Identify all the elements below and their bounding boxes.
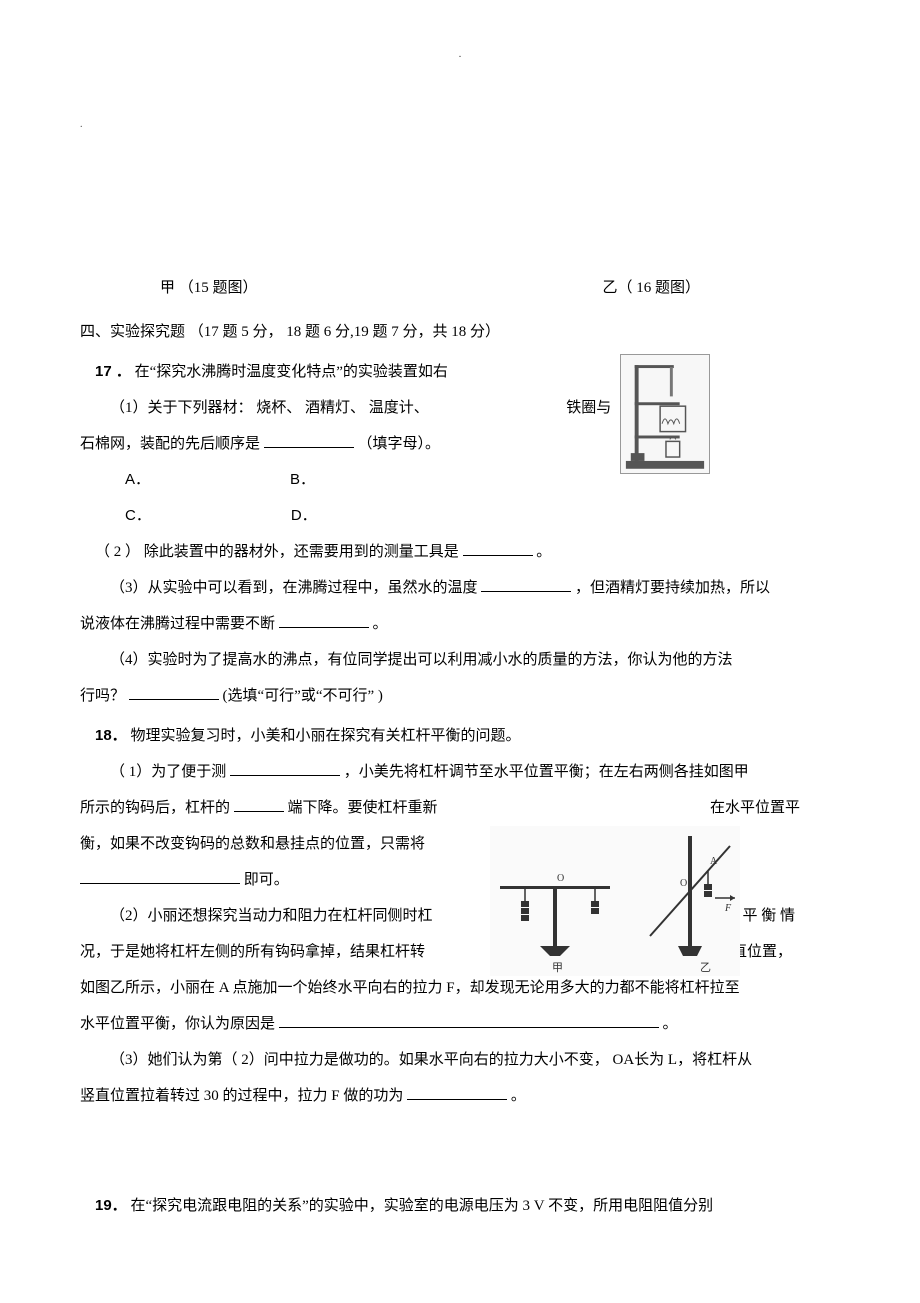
q17-number: 17 ．: [95, 363, 131, 380]
svg-text:O: O: [680, 878, 687, 889]
question-18: O 甲 O A F 乙: [80, 718, 840, 1114]
caption-left: 甲 （15 题图）: [160, 270, 258, 306]
q18-lever-figure: O 甲 O A F 乙: [490, 826, 740, 976]
figure-captions: 甲 （15 题图） 乙（ 16 题图）: [80, 270, 840, 306]
q18-number: 18．: [95, 727, 127, 744]
q17-p2-end: 。: [536, 544, 551, 560]
q17-option-d: D．: [291, 498, 317, 534]
q19-text: 在“探究电流跟电阻的关系”的实验中，实验室的电源电压为 3 V 不变，所用电阻阻…: [130, 1198, 713, 1214]
q17-p3c: 说液体在沸腾过程中需要不断: [80, 616, 279, 632]
q18-p2e: 如图乙所示，小丽在 A 点施加一个始终水平向右的拉力 F，却发现无论用多大的力都…: [80, 980, 740, 996]
q17-line2b: 铁圈与: [566, 400, 611, 416]
q18-intro: 物理实验复习时，小美和小丽在探究有关杠杆平衡的问题。: [130, 728, 520, 744]
q18-blank-work: [407, 1085, 507, 1100]
q17-option-b: B．: [290, 462, 315, 498]
q18-p3b: 竖直位置拉着转过 30 的过程中，拉力 F 做的功为: [80, 1088, 403, 1104]
q17-line3: 石棉网，装配的先后顺序是: [80, 436, 264, 452]
q19-number: 19．: [95, 1197, 127, 1214]
q18-blank-adjust: [80, 869, 240, 884]
page-mark: .: [80, 120, 840, 130]
q17-p4c: (选填“可行”或“不可行” ): [223, 688, 383, 704]
q18-p3a: （3）她们认为第（ 2）问中拉力是做功的。如果水平向右的拉力大小不变， OA长为…: [110, 1052, 752, 1068]
q17-p2: （ 2 ） 除此装置中的器材外，还需要用到的测量工具是: [95, 544, 463, 560]
section-4-header: 四、实验探究题 （17 题 5 分， 18 题 6 分,19 题 7 分，共 1…: [80, 314, 840, 350]
q17-option-a: A．: [125, 462, 150, 498]
q17-p3b: ，但酒精灯要持续加热，所以: [575, 580, 770, 596]
question-17: 17 ． 在“探究水沸腾时温度变化特点”的实验装置如右 图所示。 （1）关于下列…: [80, 354, 840, 714]
q17-options-row1: A． B．: [80, 462, 840, 498]
q18-p1e: 在水平位置平: [710, 800, 800, 816]
q18-p2a: （2）小丽还想探究当动力和阻力在杠杆同侧时杠: [110, 908, 433, 924]
q18-p1b: ，小美先将杠杆调节至水平位置平衡；在左右两侧各挂如图甲: [344, 764, 749, 780]
q18-p2f: 水平位置平衡，你认为原因是: [80, 1016, 279, 1032]
svg-text:乙: 乙: [700, 961, 711, 974]
q18-p1a: （ 1）为了便于测: [110, 764, 230, 780]
q17-blank-temp: [481, 577, 571, 592]
q17-apparatus-figure: [620, 354, 710, 474]
q17-options-row2: C． D．: [80, 498, 840, 534]
svg-text:甲: 甲: [552, 962, 563, 974]
q18-p1c: 所示的钩码后，杠杆的: [80, 800, 234, 816]
q18-p1d: 端下降。要使杠杆重新: [288, 800, 438, 816]
svg-text:F: F: [724, 903, 732, 914]
q17-line1a: 在“探究水沸腾时温度变化特点”的实验装置如右: [135, 364, 448, 380]
q17-p4a: （4）实验时为了提高水的沸点，有位同学提出可以利用减小水的质量的方法，你认为他的…: [110, 652, 733, 668]
q17-blank-order: [264, 433, 354, 448]
q17-option-c: C．: [125, 498, 151, 534]
q18-p1g: 即可。: [244, 872, 289, 888]
q17-p4b: 行吗？: [80, 688, 129, 704]
q17-line2a: （1）关于下列器材： 烧杯、 酒精灯、 温度计、: [110, 400, 429, 416]
q18-blank-side: [234, 797, 284, 812]
q17-blank-feasible: [129, 685, 219, 700]
page-header-dot: .: [80, 50, 840, 60]
q17-p3a: （3）从实验中可以看到，在沸腾过程中，虽然水的温度: [110, 580, 481, 596]
question-19: 19． 在“探究电流跟电阻的关系”的实验中，实验室的电源电压为 3 V 不变，所…: [80, 1188, 840, 1224]
q17-line3-fill: （填字母）。: [358, 436, 441, 452]
svg-text:O: O: [557, 873, 564, 884]
q18-p2g: 。: [663, 1016, 678, 1032]
q18-p1f: 衡，如果不改变钩码的总数和悬挂点的位置，只需将: [80, 836, 425, 852]
q18-p3c: 。: [511, 1088, 526, 1104]
caption-right: 乙（ 16 题图）: [602, 270, 700, 306]
q17-blank-tool: [463, 541, 533, 556]
q17-p3c-end: 。: [373, 616, 388, 632]
q18-p2c: 况，于是她将杠杆左侧的所有钩码拿掉，结果杠杆转: [80, 944, 425, 960]
q18-blank-measure: [230, 761, 340, 776]
q18-blank-reason: [279, 1013, 659, 1028]
q17-blank-absorb: [279, 613, 369, 628]
svg-text:A: A: [710, 856, 718, 867]
